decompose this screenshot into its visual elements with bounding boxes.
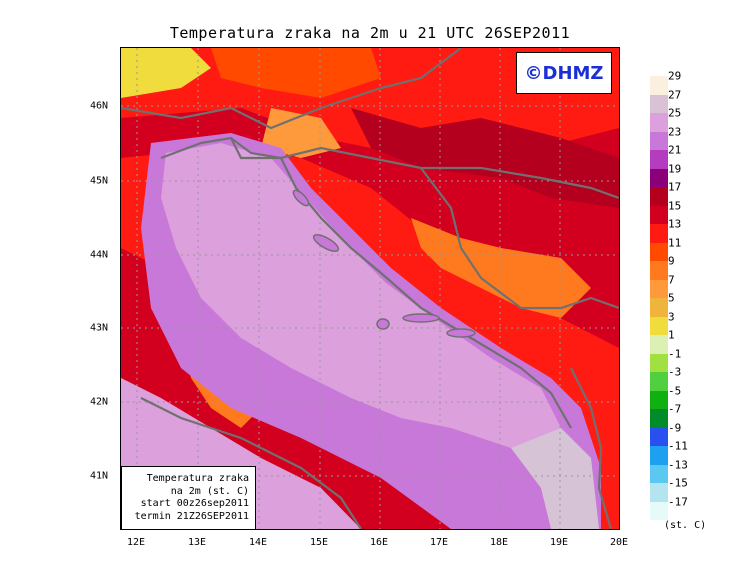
colorbar-label: 1 bbox=[668, 328, 675, 342]
x-tick-label: 19E bbox=[549, 537, 569, 548]
colorbar-label: -3 bbox=[668, 365, 682, 379]
map-canvas bbox=[121, 48, 619, 529]
colorbar-swatch bbox=[650, 94, 668, 113]
colorbar-label: -1 bbox=[668, 347, 682, 361]
x-tick-label: 14E bbox=[248, 537, 268, 548]
colorbar-swatch bbox=[650, 390, 668, 409]
colorbar-label: 21 bbox=[668, 143, 682, 157]
colorbar-label: 25 bbox=[668, 106, 682, 120]
colorbar-label: 9 bbox=[668, 254, 675, 268]
info-line: na 2m (st. C) bbox=[170, 485, 249, 497]
colorbar-swatch bbox=[650, 335, 668, 354]
colorbar-swatch bbox=[650, 298, 668, 317]
info-box: Temperatura zraka na 2m (st. C) start 00… bbox=[121, 466, 256, 530]
colorbar-units: (st. C) bbox=[664, 520, 707, 531]
colorbar-swatch bbox=[650, 446, 668, 465]
colorbar-label: -5 bbox=[668, 384, 682, 398]
colorbar-swatch bbox=[650, 205, 668, 224]
y-tick-label: 42N bbox=[90, 396, 109, 408]
colorbar-swatch bbox=[650, 279, 668, 298]
colorbar-label: -17 bbox=[668, 495, 688, 509]
colorbar-label: -9 bbox=[668, 421, 682, 435]
land-orange-alps bbox=[211, 48, 381, 98]
colorbar-swatch bbox=[650, 224, 668, 243]
colorbar-label: 15 bbox=[668, 199, 682, 213]
colorbar-label: 13 bbox=[668, 217, 682, 231]
land-yellow-alps bbox=[121, 48, 211, 98]
land-orange-bosnia bbox=[411, 218, 591, 318]
colorbar-label: -15 bbox=[668, 476, 688, 490]
colorbar-label: -7 bbox=[668, 402, 682, 416]
colorbar-swatch bbox=[650, 316, 668, 335]
colorbar-swatch bbox=[650, 242, 668, 261]
colorbar-swatch bbox=[650, 187, 668, 206]
colorbar-swatch bbox=[650, 76, 668, 95]
colorbar-swatch bbox=[650, 409, 668, 428]
graticule bbox=[121, 48, 619, 529]
x-tick-label: 15E bbox=[309, 537, 329, 548]
adriatic-sea bbox=[161, 143, 561, 468]
colorbar-label: 27 bbox=[668, 88, 682, 102]
colorbar-swatch bbox=[650, 427, 668, 446]
x-tick-label: 16E bbox=[369, 537, 389, 548]
land-dark-north bbox=[351, 108, 619, 208]
y-tick-label: 41N bbox=[90, 470, 109, 482]
colorbar-label: 19 bbox=[668, 162, 682, 176]
colorbar bbox=[650, 76, 668, 520]
y-tick-label: 45N bbox=[90, 175, 109, 187]
colorbar-swatch bbox=[650, 261, 668, 280]
x-tick-label: 12E bbox=[126, 537, 146, 548]
colorbar-label: 3 bbox=[668, 310, 675, 324]
colorbar-label: -13 bbox=[668, 458, 688, 472]
colorbar-label: 29 bbox=[668, 69, 682, 83]
info-line: Temperatura zraka bbox=[146, 473, 249, 484]
x-tick-label: 18E bbox=[489, 537, 509, 548]
borders bbox=[121, 48, 619, 529]
colorbar-label: -11 bbox=[668, 439, 688, 453]
colorbar-swatch bbox=[650, 483, 668, 502]
sea-south bbox=[511, 428, 599, 529]
colorbar-label: 5 bbox=[668, 291, 675, 305]
colorbar-swatch bbox=[650, 372, 668, 391]
dhmz-logo: ©DHMZ bbox=[516, 52, 612, 94]
colorbar-swatch bbox=[650, 464, 668, 483]
colorbar-swatch bbox=[650, 168, 668, 187]
map-title: Temperatura zraka na 2m u 21 UTC 26SEP20… bbox=[169, 24, 571, 42]
colorbar-swatch bbox=[650, 113, 668, 132]
y-tick-label: 43N bbox=[90, 322, 109, 334]
info-line: start 00z26sep2011 bbox=[140, 498, 249, 509]
temperature-map[interactable] bbox=[120, 47, 620, 530]
colorbar-swatch bbox=[650, 131, 668, 150]
land-orange-slovenia bbox=[261, 108, 341, 158]
colorbar-swatch bbox=[650, 150, 668, 169]
x-tick-label: 17E bbox=[429, 537, 449, 548]
info-line: termin 21Z26SEP2011 bbox=[134, 510, 249, 522]
islands bbox=[292, 189, 476, 338]
y-tick-label: 46N bbox=[90, 100, 109, 112]
colorbar-label: 17 bbox=[668, 180, 682, 194]
colorbar-swatch bbox=[650, 501, 668, 520]
x-tick-label: 20E bbox=[609, 537, 629, 548]
colorbar-label: 7 bbox=[668, 273, 675, 287]
y-tick-label: 44N bbox=[90, 249, 109, 261]
x-tick-label: 13E bbox=[187, 537, 207, 548]
colorbar-label: 23 bbox=[668, 125, 682, 139]
colorbar-label: 11 bbox=[668, 236, 682, 250]
colorbar-swatch bbox=[650, 353, 668, 372]
